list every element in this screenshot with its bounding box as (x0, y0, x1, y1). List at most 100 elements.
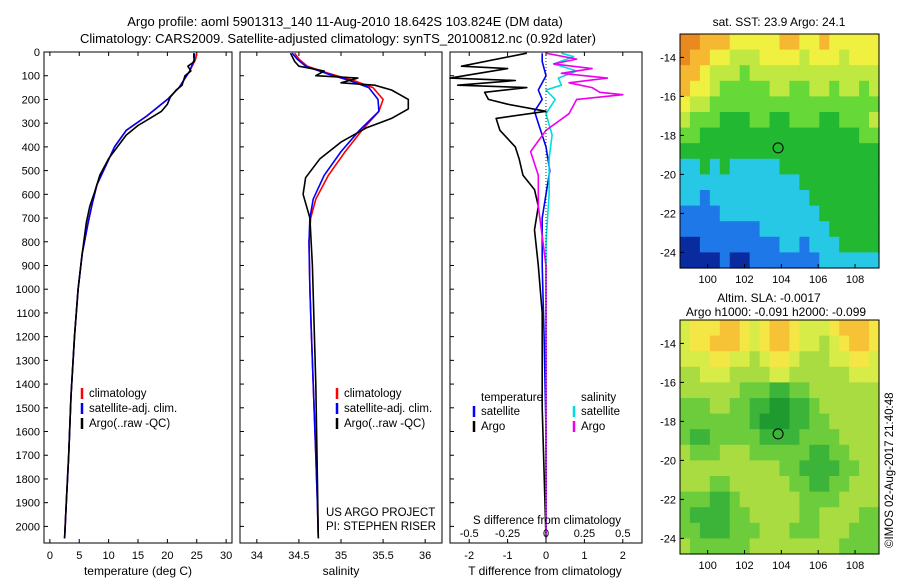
map-cell (849, 112, 860, 129)
map-cell (779, 429, 791, 446)
map-cell (749, 205, 761, 222)
s-tick-label: 0.25 (574, 528, 595, 540)
map-cell (759, 382, 771, 399)
map-cell (859, 158, 870, 175)
map-cell (729, 320, 741, 337)
map-cell (709, 382, 721, 399)
map-cell (729, 444, 741, 461)
map-cell (869, 538, 880, 555)
map-cell (699, 80, 711, 97)
map-cell (719, 382, 731, 399)
map-cell (839, 34, 850, 51)
map-cell (839, 49, 850, 66)
map-cell (819, 174, 830, 191)
legend-entry: Argo (581, 421, 605, 433)
map-cell (809, 49, 820, 66)
map-cell (769, 351, 781, 368)
map-cell (829, 127, 840, 144)
map-cell (709, 444, 721, 461)
map-cell (729, 34, 741, 51)
map-cell (779, 236, 791, 253)
map-cell (809, 351, 820, 368)
map-cell (689, 190, 701, 207)
x-tick-label: 106 (809, 560, 827, 572)
map-cell (859, 236, 870, 253)
map-cell (869, 80, 880, 97)
map-cell (759, 460, 771, 477)
map-cell (719, 221, 731, 238)
map-cell (829, 80, 840, 97)
map-cell (789, 460, 800, 477)
map-cell (689, 112, 701, 129)
map-cell (699, 49, 711, 66)
map-cell (819, 190, 830, 207)
map-cell (849, 382, 860, 399)
map-cell (809, 127, 820, 144)
map-cell (849, 158, 860, 175)
y-tick-label: -20 (660, 455, 676, 467)
map-cell (729, 205, 741, 222)
map-cell (799, 127, 810, 144)
map-cell (799, 190, 810, 207)
map-cell (799, 65, 810, 82)
map-cell (839, 205, 850, 222)
map-cell (819, 143, 830, 160)
map-cell (680, 382, 691, 399)
map-cell (769, 491, 781, 508)
map-cell (709, 491, 721, 508)
map-cell (859, 96, 870, 113)
series-line-t-argo (449, 52, 547, 539)
map-cell (749, 460, 761, 477)
y-tick-label: 300 (22, 118, 40, 130)
map-cell (819, 158, 830, 175)
map-cell (749, 96, 761, 113)
map-cell (849, 476, 860, 493)
map-cell (680, 96, 691, 113)
map-cell (699, 190, 711, 207)
map-cell (849, 190, 860, 207)
map-cell (839, 538, 850, 555)
map-cell (779, 96, 791, 113)
map-cell (859, 49, 870, 66)
map-cell (809, 429, 820, 446)
plot-frame (239, 51, 443, 544)
map-cell (829, 112, 840, 129)
legend-entry: satellite-adj. clim. (344, 403, 432, 415)
map-cell (729, 351, 741, 368)
map-cell (729, 112, 741, 129)
map-cell (680, 366, 691, 383)
map-cell (769, 538, 781, 555)
map-cell (739, 112, 751, 129)
map-cell (739, 366, 751, 383)
map-cell (799, 507, 810, 524)
map-cell (769, 460, 781, 477)
map-cell (779, 335, 791, 352)
map-cell (779, 366, 791, 383)
map-cell (769, 174, 781, 191)
map-cell (839, 143, 850, 160)
map-cell (809, 413, 820, 430)
map-cell (759, 444, 771, 461)
map-cell (789, 522, 800, 539)
map-cell (829, 429, 840, 446)
map-cell (709, 96, 721, 113)
map-cell (839, 351, 850, 368)
y-tick-label: 900 (22, 260, 40, 272)
map-cell (689, 65, 701, 82)
map-cell (799, 351, 810, 368)
map-title: sat. SST: 23.9 Argo: 24.1 (713, 15, 846, 29)
map-cell (759, 491, 771, 508)
map-cell (869, 252, 880, 269)
map-cell (719, 236, 731, 253)
map-cell (819, 320, 830, 337)
map-cell (709, 366, 721, 383)
x-tick-label: 0 (47, 550, 53, 562)
map-cell (819, 236, 830, 253)
map-cell (869, 476, 880, 493)
map-cell (839, 476, 850, 493)
map-cell (849, 366, 860, 383)
map-cell (729, 158, 741, 175)
map-cell (789, 413, 800, 430)
map-cell (759, 221, 771, 238)
map-cell (699, 96, 711, 113)
